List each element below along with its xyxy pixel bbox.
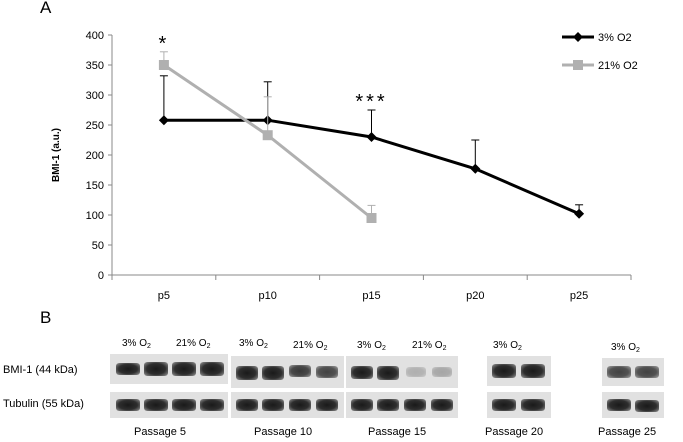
band xyxy=(236,399,258,411)
blot-tubulin-passage-10 xyxy=(231,392,344,418)
x-tick-label: p25 xyxy=(570,290,588,302)
data-point xyxy=(158,60,169,70)
band xyxy=(144,399,168,411)
band xyxy=(635,366,659,378)
band xyxy=(521,399,545,411)
condition-21pct-p5: 21% O2 xyxy=(176,338,211,350)
y-tick-label: 250 xyxy=(86,120,104,132)
x-tick-label: p20 xyxy=(466,290,484,302)
passage-label-15: Passage 15 xyxy=(368,426,427,438)
y-tick-label: 0 xyxy=(98,270,104,282)
panel-label-b: B xyxy=(40,308,52,327)
data-point xyxy=(366,132,377,142)
band xyxy=(431,399,453,411)
band xyxy=(116,399,140,411)
condition-3pct-p25: 3% O2 xyxy=(611,342,640,354)
blot-bmi1-passage-25 xyxy=(602,358,664,386)
band xyxy=(351,399,373,411)
legend-marker xyxy=(573,60,583,70)
band xyxy=(316,399,338,411)
significance-marker: * xyxy=(159,33,170,55)
band xyxy=(236,366,258,380)
condition-3pct-p20: 3% O2 xyxy=(493,340,522,352)
y-tick-label: 400 xyxy=(86,30,104,42)
band xyxy=(262,366,284,380)
band xyxy=(521,364,545,378)
legend-label-0: 3% O2 xyxy=(598,32,632,44)
blot-tubulin-passage-15 xyxy=(346,392,458,418)
y-tick-label: 350 xyxy=(86,60,104,72)
x-tick-label: p15 xyxy=(362,290,380,302)
passage-label-5: Passage 5 xyxy=(134,426,186,438)
chart-legend: 3% O2 21% O2 xyxy=(562,32,638,72)
band xyxy=(172,362,196,376)
band xyxy=(406,367,426,377)
x-tick-label: p10 xyxy=(259,290,277,302)
significance-marker: *** xyxy=(355,91,387,113)
blot-tubulin-passage-20 xyxy=(487,392,551,418)
band xyxy=(262,399,284,411)
passage-label-20: Passage 20 xyxy=(485,426,544,438)
data-point xyxy=(366,213,377,223)
band xyxy=(351,366,373,379)
band xyxy=(200,362,224,376)
blot-tubulin-passage-5 xyxy=(110,392,228,418)
condition-3pct-p10: 3% O2 xyxy=(239,338,268,350)
row-label-bmi1: BMI-1 (44 kDa) xyxy=(3,364,78,376)
data-point xyxy=(574,208,585,219)
passage-label-10: Passage 10 xyxy=(254,426,313,438)
blot-tubulin-passage-25 xyxy=(602,392,664,418)
band xyxy=(200,399,224,411)
chart-axes: 0 50 100 150 200 250 300 350 400 p5 p10 p15 p20 p25 BM… xyxy=(51,30,632,302)
y-tick-label: 200 xyxy=(86,150,104,162)
condition-3pct-p15: 3% O2 xyxy=(357,340,386,352)
data-point xyxy=(262,130,273,141)
y-tick-label: 50 xyxy=(92,240,104,252)
legend-label-1: 21% O2 xyxy=(598,60,638,72)
blot-bmi1-passage-5 xyxy=(110,354,228,384)
y-axis-label: BMI-1 (a.u.) xyxy=(51,128,62,182)
band xyxy=(377,366,399,380)
panel-label-a: A xyxy=(40,0,52,17)
data-point xyxy=(158,115,169,126)
band xyxy=(492,399,516,411)
band xyxy=(404,399,426,411)
row-label-tubulin: Tubulin (55 kDa) xyxy=(3,398,84,410)
band xyxy=(635,400,659,412)
blot-bmi1-passage-10 xyxy=(231,356,344,388)
band xyxy=(316,366,338,378)
y-tick-label: 150 xyxy=(86,180,104,192)
band xyxy=(172,399,196,411)
band xyxy=(116,363,140,375)
passage-label-25: Passage 25 xyxy=(598,426,657,438)
chart-series: **** xyxy=(159,33,585,223)
bmi1-line-chart: 0 50 100 150 200 250 300 350 400 p5 p10 p15 p20 p25 BM… xyxy=(51,30,638,302)
y-tick-label: 100 xyxy=(86,210,104,222)
band xyxy=(492,364,516,378)
data-point xyxy=(470,163,481,174)
band xyxy=(377,399,399,411)
blot-bmi1-passage-15 xyxy=(346,356,458,388)
x-tick-label: p5 xyxy=(158,290,170,302)
condition-21pct-p10: 21% O2 xyxy=(293,340,328,352)
band xyxy=(289,365,311,377)
condition-21pct-p15: 21% O2 xyxy=(412,340,447,352)
legend-marker xyxy=(573,32,583,42)
condition-3pct-p5: 3% O2 xyxy=(122,338,151,350)
band xyxy=(607,399,631,411)
band xyxy=(289,399,311,411)
blot-bmi1-passage-20 xyxy=(487,356,551,386)
band xyxy=(607,366,631,378)
y-tick-label: 300 xyxy=(86,90,104,102)
band xyxy=(432,367,452,377)
band xyxy=(144,362,168,376)
